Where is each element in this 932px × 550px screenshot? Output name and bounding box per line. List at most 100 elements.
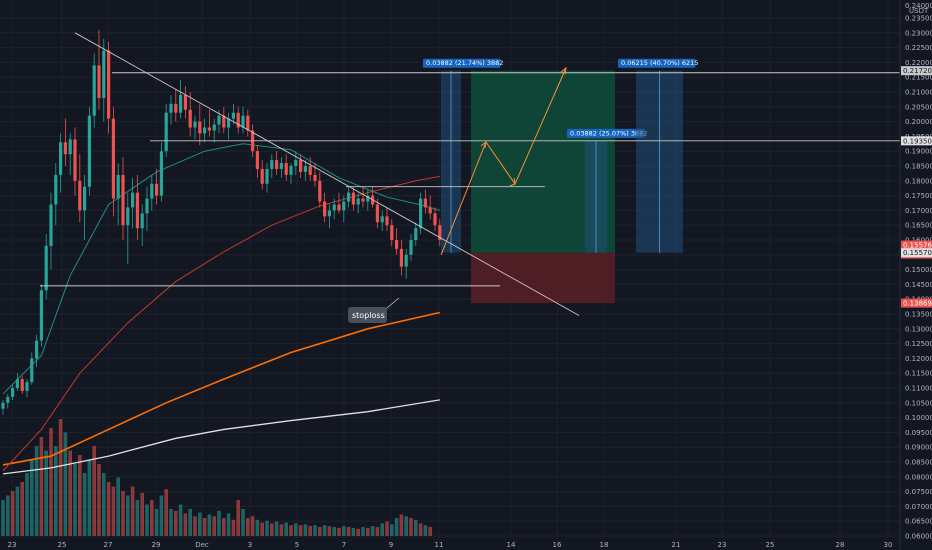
- volume-bar: [25, 473, 29, 536]
- axis-currency: USDT: [909, 7, 929, 15]
- volume-bar: [414, 519, 418, 536]
- time-axis[interactable]: 23 25 27 29 Dec 3 5 7 9 11 14 16 18 21 23 25 28 30: [8, 541, 893, 549]
- candle-body: [145, 198, 149, 214]
- volume-bar: [183, 513, 188, 536]
- candle-body: [131, 192, 135, 208]
- ma-teal-line: [2, 143, 440, 395]
- volume-bar: [159, 495, 164, 536]
- price-tick: 0.13000: [905, 325, 932, 333]
- volume-bar: [44, 450, 48, 536]
- price-tick: 0.16500: [905, 222, 932, 230]
- candle-body: [227, 118, 231, 128]
- volume-bar: [255, 519, 260, 536]
- volume-bar: [73, 464, 77, 536]
- volume-bar: [294, 523, 298, 536]
- projected-path: [440, 67, 567, 256]
- volume-bar: [212, 516, 216, 536]
- candle-body: [284, 163, 288, 175]
- volume-bar: [116, 477, 120, 536]
- path-arrowhead: [480, 140, 487, 149]
- volume-bar: [380, 523, 384, 536]
- volume-bar: [222, 518, 226, 536]
- candle-body: [308, 166, 312, 175]
- volume-bar: [260, 522, 264, 536]
- volume-bar: [322, 525, 327, 536]
- ma-orange-line: [2, 311, 440, 466]
- volume-bar: [265, 520, 269, 536]
- candle-body: [169, 103, 173, 113]
- position-label: 0.03882 (21.74%) 3882: [426, 59, 503, 67]
- candle-body: [198, 121, 202, 134]
- volume-bar: [390, 524, 394, 536]
- time-tick: 27: [104, 541, 113, 549]
- candle-body: [73, 139, 77, 181]
- price-tick: 0.09000: [905, 444, 932, 452]
- price-tick: 0.20000: [905, 118, 932, 126]
- candle-body: [380, 216, 384, 223]
- candle-body: [49, 204, 53, 246]
- time-tick: 23: [718, 541, 727, 549]
- ma-red-line: [2, 175, 440, 472]
- volume-bar: [92, 446, 96, 536]
- volume-bar: [385, 521, 389, 536]
- price-tick: 0.08500: [905, 459, 932, 467]
- time-tick: 28: [836, 541, 845, 549]
- price-axis[interactable]: 0.23500 0.23000 0.22500 0.22000 0.21500 0.210…: [899, 0, 932, 550]
- volume-bar: [49, 428, 53, 536]
- volume-bar: [303, 524, 308, 536]
- axis-top-value: 0.24000: [905, 2, 932, 10]
- candle-body: [15, 379, 19, 388]
- candle-body: [155, 183, 159, 196]
- candle-body: [260, 168, 264, 184]
- volume-bar: [231, 519, 236, 536]
- price-tick: 0.15000: [905, 266, 932, 274]
- volume-bar: [164, 489, 168, 536]
- volume-bar: [332, 527, 336, 536]
- drawings: stoploss: [40, 32, 900, 323]
- volume-bar: [327, 526, 332, 536]
- volume-bar: [193, 516, 197, 536]
- candle-body: [87, 115, 91, 187]
- volume-bar: [169, 509, 173, 536]
- candle-body: [366, 195, 370, 202]
- tag-entry: 0.15570: [903, 249, 932, 257]
- position-label-bg: [423, 58, 501, 68]
- candle-body: [236, 112, 240, 128]
- candle-body: [255, 151, 259, 169]
- time-tick: 30: [884, 541, 893, 549]
- volume-bar: [284, 522, 288, 536]
- price-tick: 0.21000: [905, 89, 932, 97]
- time-tick: 16: [553, 541, 562, 549]
- price-tick: 0.17000: [905, 207, 932, 215]
- candle-body: [203, 127, 207, 134]
- volume-bar: [409, 518, 413, 536]
- volume-bar: [346, 527, 351, 536]
- candle-body: [404, 254, 408, 267]
- candle-body: [395, 240, 399, 249]
- volume-bar: [1, 500, 5, 536]
- volume-bar: [78, 455, 82, 536]
- price-tick: 0.07000: [905, 503, 932, 511]
- candle-body: [299, 160, 303, 172]
- time-tick: Dec: [195, 541, 209, 549]
- candle-body: [342, 201, 346, 211]
- volume-bar: [39, 437, 44, 536]
- price-tick: 0.22000: [905, 59, 932, 67]
- position-label-bg: [567, 128, 645, 138]
- candle-body: [11, 388, 15, 397]
- candle-body: [428, 207, 432, 214]
- candle-body: [121, 174, 125, 226]
- position-label: 0.03882 (25.07%) 3882: [570, 129, 647, 137]
- price-tick: 0.16000: [905, 237, 932, 245]
- candle-body: [241, 115, 245, 128]
- candle-body: [126, 207, 130, 226]
- candle-body: [1, 402, 5, 409]
- candle-body: [179, 94, 183, 113]
- candle-body: [116, 174, 120, 199]
- time-tick: 14: [507, 541, 516, 549]
- volume-bar: [135, 500, 140, 536]
- volume-bar: [63, 432, 68, 536]
- price-tick: 0.07500: [905, 488, 932, 496]
